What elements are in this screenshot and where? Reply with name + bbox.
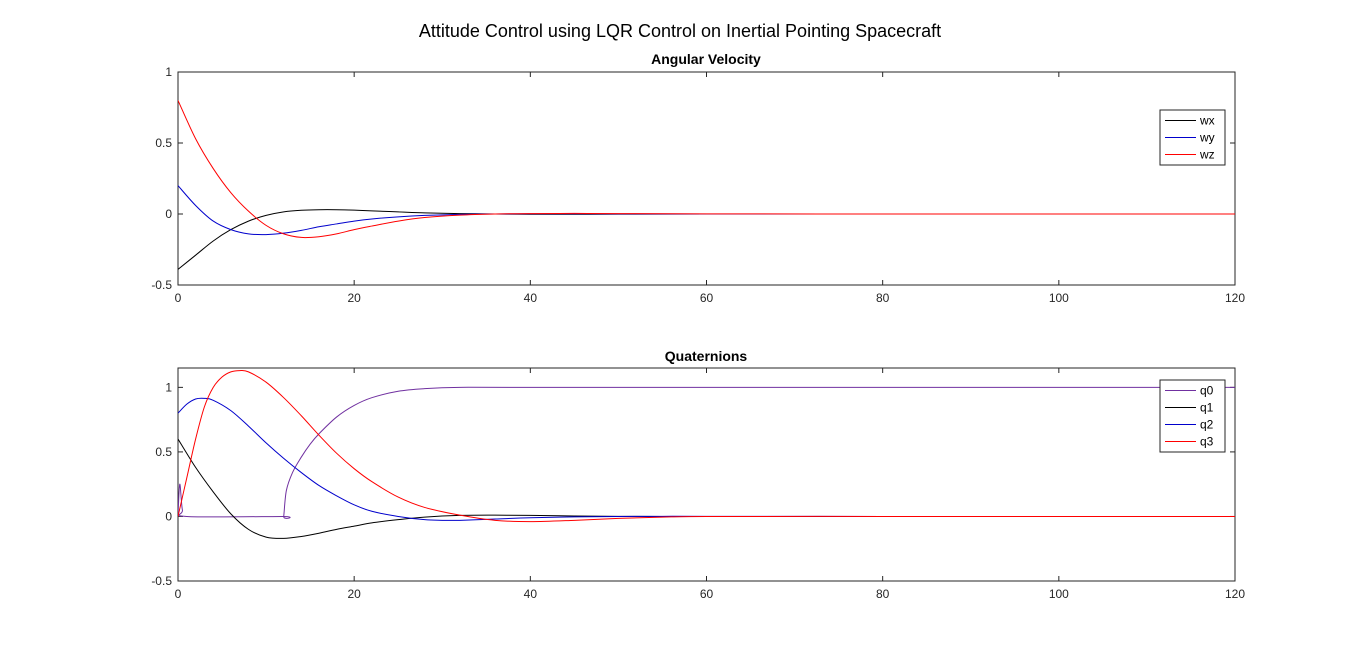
quaternions-xtick-label: 120	[1225, 587, 1245, 601]
legend-label-q1: q1	[1200, 401, 1214, 415]
legend-label-wz: wz	[1199, 148, 1215, 162]
quaternions-series-q0	[178, 386, 1235, 519]
figure-title: Attitude Control using LQR Control on In…	[419, 21, 941, 41]
angular-velocity-xtick-label: 60	[700, 291, 714, 305]
legend-label-wx: wx	[1199, 114, 1215, 128]
legend-label-q2: q2	[1200, 418, 1214, 432]
legend-label-wy: wy	[1199, 131, 1215, 145]
quaternions-axes-box	[177, 367, 1236, 582]
quaternions-xtick-label: 20	[347, 587, 361, 601]
angular-velocity-xtick-label: 20	[347, 291, 361, 305]
angular-velocity-ytick-label: 0.5	[155, 136, 172, 150]
quaternions-axes: Quaternions 0 20 40 60 80 100 120-0.500.51 q0q1…	[151, 348, 1245, 601]
angular-velocity-series-wz	[178, 100, 1235, 239]
quaternions-legend: q0 q1 q2 q3	[1159, 379, 1226, 453]
quaternions-series-q3	[178, 369, 1235, 523]
angular-velocity-axes: Angular Velocity 0 20 40 60 80 100 120-0.500.5…	[151, 51, 1245, 305]
legend-label-q0: q0	[1200, 384, 1214, 398]
legend-label-q3: q3	[1200, 435, 1214, 449]
quaternions-ytick-label: -0.5	[151, 574, 172, 588]
quaternions-xtick-label: 80	[876, 587, 890, 601]
quaternions-xtick-label: 100	[1049, 587, 1069, 601]
angular-velocity-xtick-label: 120	[1225, 291, 1245, 305]
angular-velocity-ytick-label: -0.5	[151, 278, 172, 292]
quaternions-xtick-label: 0	[175, 587, 182, 601]
angular-velocity-xtick-label: 0	[175, 291, 182, 305]
angular-velocity-ytick-label: 1	[165, 65, 172, 79]
quaternions-legend-box	[1159, 379, 1226, 453]
quaternions-xtick-label: 60	[700, 587, 714, 601]
quaternions-ytick-label: 1	[165, 380, 172, 394]
quaternions-ytick-label: 0.5	[155, 445, 172, 459]
angular-velocity-xtick-label: 100	[1049, 291, 1069, 305]
quaternions-xtick-label: 40	[524, 587, 538, 601]
angular-velocity-xtick-label: 80	[876, 291, 890, 305]
quaternions-ytick-label: 0	[165, 509, 172, 523]
angular-velocity-ytick-label: 0	[165, 207, 172, 221]
angular-velocity-xtick-label: 40	[524, 291, 538, 305]
quaternions-title: Quaternions	[665, 348, 748, 364]
angular-velocity-axes-box	[177, 71, 1236, 286]
angular-velocity-legend: wx wy wz	[1159, 109, 1226, 166]
angular-velocity-title: Angular Velocity	[651, 51, 761, 67]
